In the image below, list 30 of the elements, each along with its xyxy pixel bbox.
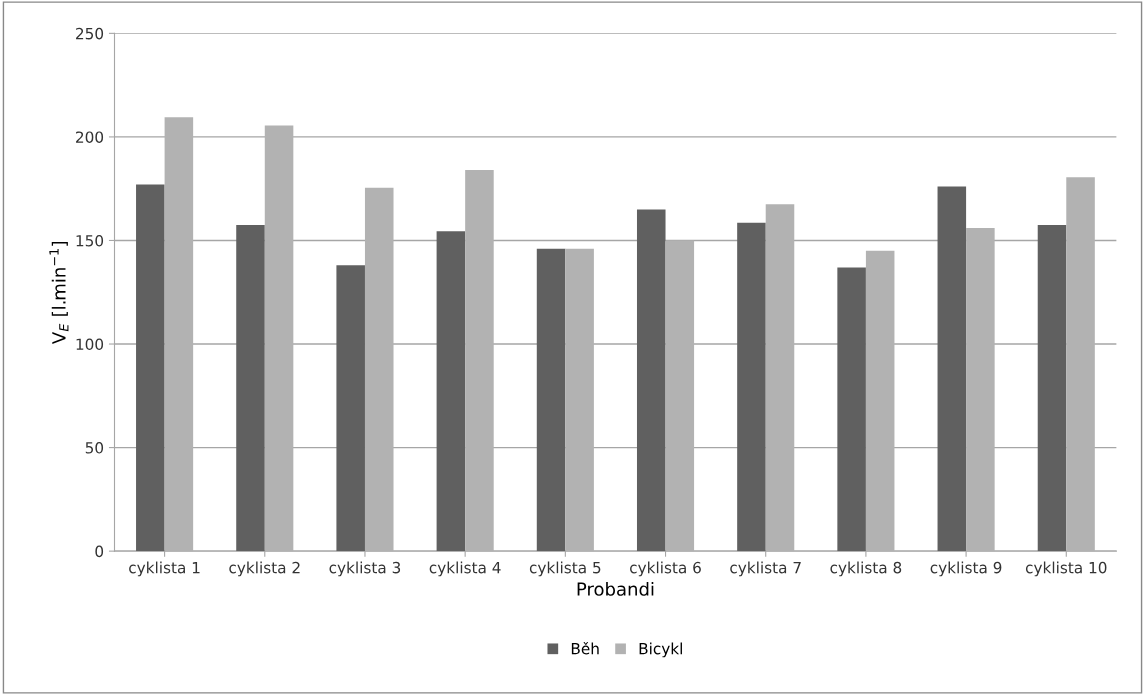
x-tick-label: cyklista 8 xyxy=(830,561,902,577)
y-tick-label: 200 xyxy=(76,131,104,143)
bar xyxy=(236,224,265,552)
bar xyxy=(837,267,866,552)
bar xyxy=(536,248,566,552)
x-tick-label: cyklista 7 xyxy=(730,561,801,577)
x-tick-label: cyklista 6 xyxy=(630,561,701,577)
bar xyxy=(436,231,466,552)
bar xyxy=(636,209,666,552)
y-tick-label: 100 xyxy=(76,338,104,351)
y-tick-label: 0 xyxy=(95,545,104,558)
bar xyxy=(1037,224,1067,552)
x-tick-label: cyklista 10 xyxy=(1025,561,1107,577)
y-tick-label: 50 xyxy=(85,442,104,454)
bar xyxy=(937,186,967,552)
x-tick-label: cyklista 5 xyxy=(529,561,601,577)
x-tick-label: cyklista 2 xyxy=(229,561,300,577)
y-axis-title: V$_{E}$ [l.min$^{−1}$] xyxy=(49,241,69,345)
x-tick-label: cyklista 3 xyxy=(329,561,401,577)
y-tick-label: 150 xyxy=(76,234,104,247)
bar xyxy=(737,222,766,552)
x-tick-label: cyklista 1 xyxy=(129,561,200,577)
bar xyxy=(136,184,165,552)
legend-label: Běh xyxy=(571,641,599,655)
bar xyxy=(336,265,365,552)
legend-label: Bicykl xyxy=(639,642,682,658)
x-axis-title: Probandi xyxy=(577,581,654,596)
x-tick-label: cyklista 9 xyxy=(930,561,1002,577)
y-tick-label: 250 xyxy=(76,27,104,40)
x-tick-label: cyklista 4 xyxy=(429,561,501,577)
